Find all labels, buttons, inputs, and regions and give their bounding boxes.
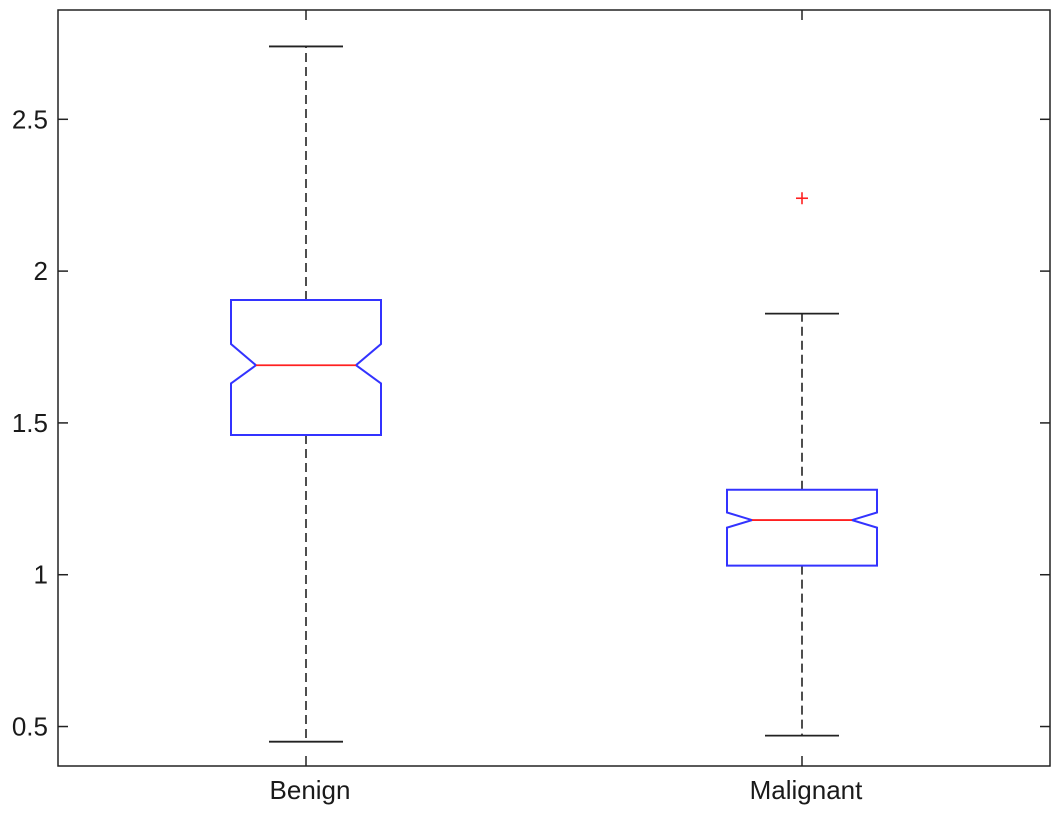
- notched-box: [230, 298, 382, 437]
- y-tick-label: 0.5: [12, 712, 48, 742]
- plot-area: [57, 9, 1051, 767]
- x-category-label: Malignant: [750, 775, 864, 805]
- outlier-marker: [796, 192, 808, 205]
- boxes-layer: [230, 45, 878, 743]
- y-tick-label: 2: [34, 256, 48, 286]
- box-group-malignant: [726, 192, 878, 737]
- y-tick-label: 1.5: [12, 408, 48, 438]
- y-axis: 0.5 1 1.5 2 2.5: [12, 104, 1050, 742]
- box-group-benign: [230, 45, 382, 743]
- y-tick-label: 1: [34, 560, 48, 590]
- y-tick-label: 2.5: [12, 104, 48, 134]
- notched-box: [726, 488, 878, 567]
- x-category-label: Benign: [270, 775, 351, 805]
- x-axis: Benign Malignant: [270, 10, 864, 805]
